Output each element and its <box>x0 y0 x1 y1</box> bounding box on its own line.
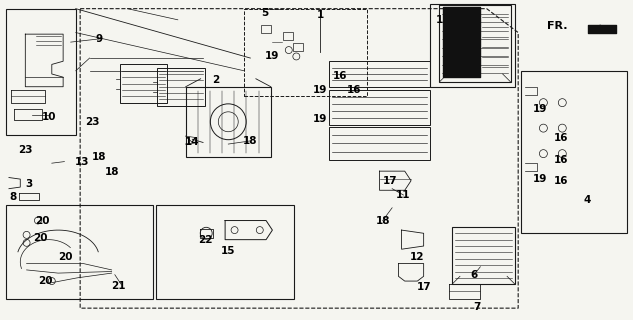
Text: 16: 16 <box>554 133 568 143</box>
Bar <box>283 32 293 40</box>
Text: 19: 19 <box>313 114 327 124</box>
Text: 17: 17 <box>383 176 398 186</box>
Text: 23: 23 <box>85 117 100 127</box>
Text: 20: 20 <box>38 276 53 286</box>
Bar <box>329 126 430 160</box>
Text: 4: 4 <box>584 195 591 205</box>
Bar <box>452 227 515 284</box>
Text: 17: 17 <box>417 283 431 292</box>
Text: 16: 16 <box>347 85 361 95</box>
Text: 18: 18 <box>375 216 390 226</box>
Bar <box>430 4 515 87</box>
Bar <box>158 68 204 106</box>
Text: 18: 18 <box>104 167 119 177</box>
Bar <box>439 5 511 82</box>
Text: 19: 19 <box>533 174 548 184</box>
Text: 18: 18 <box>92 152 106 162</box>
Bar <box>156 204 294 299</box>
Text: FR.: FR. <box>547 20 568 30</box>
Text: 1: 1 <box>317 10 325 20</box>
Text: 15: 15 <box>221 246 235 256</box>
Text: 1: 1 <box>436 15 443 25</box>
Bar <box>522 71 627 233</box>
Text: 18: 18 <box>243 136 258 146</box>
Text: 3: 3 <box>25 179 32 189</box>
Bar <box>244 9 367 96</box>
Text: 5: 5 <box>261 8 268 19</box>
Bar <box>261 25 271 33</box>
Text: 8: 8 <box>9 192 16 202</box>
Text: 19: 19 <box>313 85 327 95</box>
Bar <box>329 61 430 87</box>
Text: 14: 14 <box>185 138 199 148</box>
Text: 10: 10 <box>41 112 56 122</box>
Text: 9: 9 <box>96 34 103 44</box>
Bar <box>6 204 153 299</box>
Text: 16: 16 <box>554 155 568 165</box>
Bar <box>329 90 430 125</box>
Text: 6: 6 <box>470 270 478 280</box>
Text: 21: 21 <box>111 281 125 291</box>
Text: 19: 19 <box>533 104 548 114</box>
Text: 16: 16 <box>333 71 348 81</box>
Text: 23: 23 <box>18 146 32 156</box>
Text: 20: 20 <box>58 252 73 262</box>
Bar <box>120 64 167 103</box>
Text: 7: 7 <box>473 301 481 312</box>
Text: 19: 19 <box>265 52 280 61</box>
Text: 22: 22 <box>197 235 212 245</box>
Text: 13: 13 <box>75 156 89 167</box>
Text: 16: 16 <box>554 176 568 186</box>
Text: 12: 12 <box>410 252 425 262</box>
Text: 2: 2 <box>212 75 219 85</box>
Text: 20: 20 <box>35 216 49 226</box>
Text: 20: 20 <box>33 233 47 243</box>
Bar <box>292 43 303 51</box>
Bar <box>185 87 271 157</box>
Text: 11: 11 <box>396 190 411 200</box>
Bar <box>6 9 76 134</box>
